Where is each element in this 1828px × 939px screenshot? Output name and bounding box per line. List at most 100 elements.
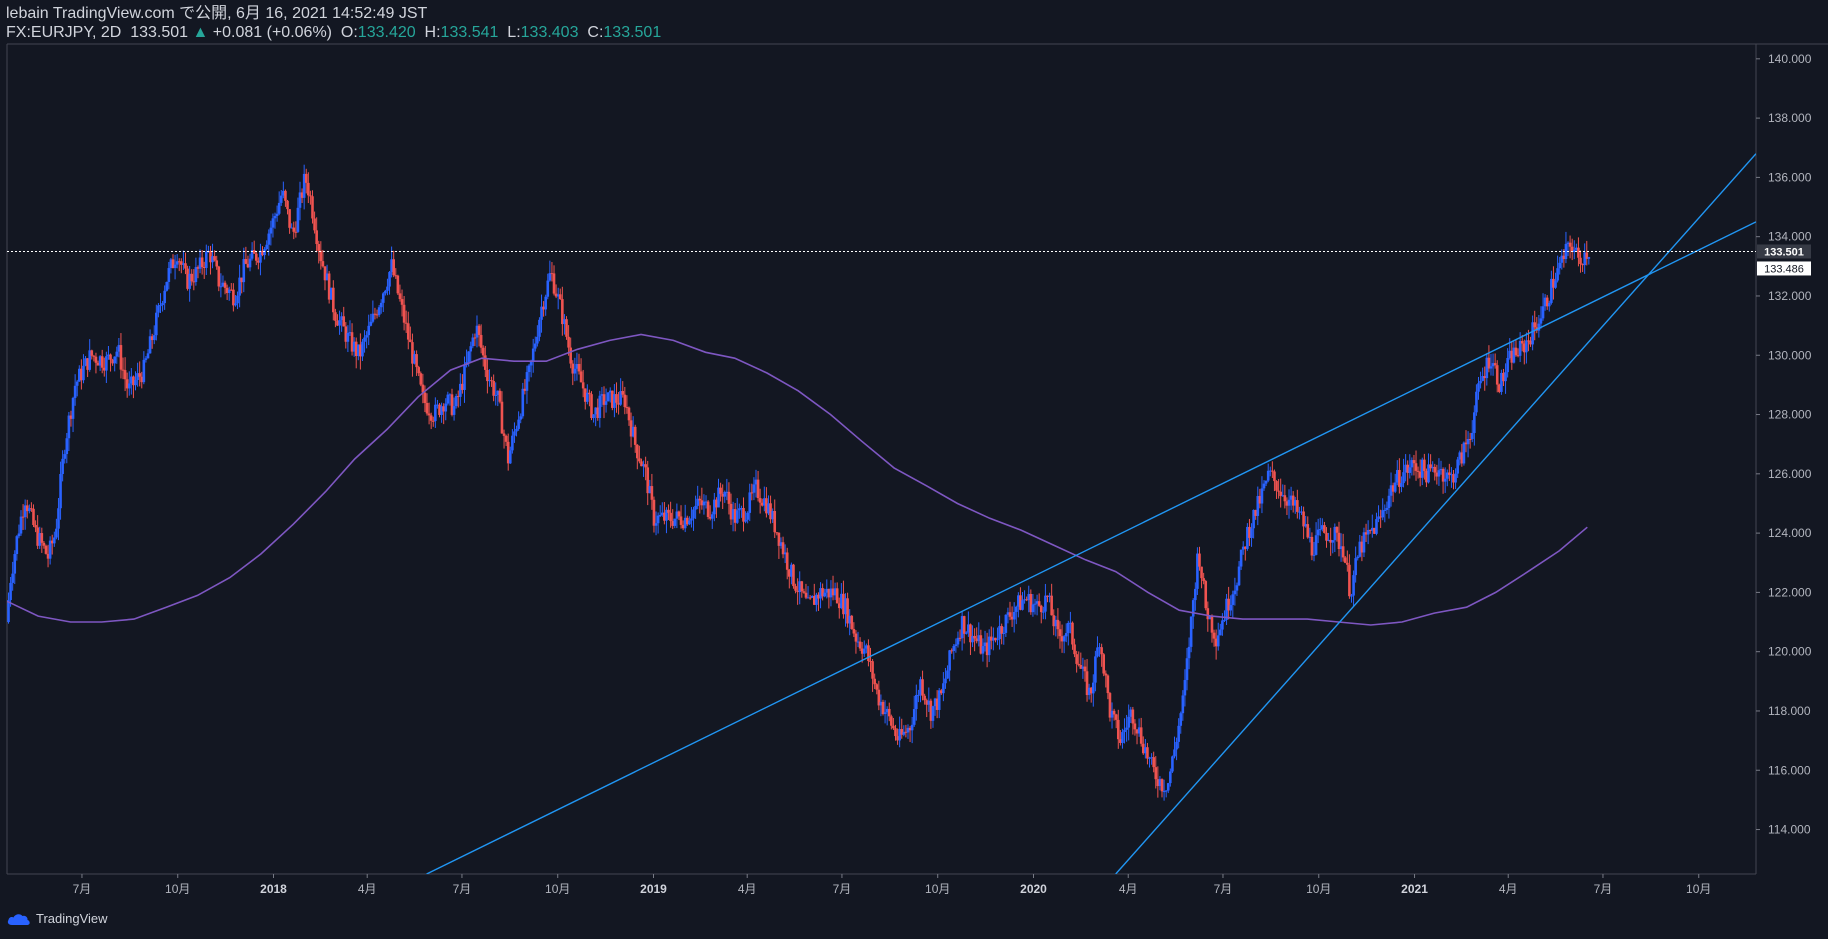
candle	[294, 221, 298, 238]
candle	[121, 357, 125, 380]
candle	[800, 580, 804, 598]
candle	[602, 386, 606, 419]
low-value: 133.403	[520, 24, 579, 41]
candle	[856, 631, 860, 648]
candle	[1308, 527, 1312, 543]
candle	[1152, 751, 1155, 773]
candle	[754, 469, 758, 498]
candle	[488, 369, 491, 387]
candle	[1587, 256, 1591, 265]
candle	[1281, 484, 1285, 497]
price-tags: 133.501 133.486	[1757, 244, 1811, 276]
candle	[679, 505, 683, 529]
candle	[523, 379, 527, 395]
candle	[1019, 587, 1022, 611]
candle	[1252, 509, 1255, 539]
candle	[229, 283, 233, 291]
candle	[879, 694, 883, 717]
candle	[1150, 753, 1153, 765]
candle	[544, 294, 547, 316]
candle	[1550, 270, 1553, 305]
candle	[796, 578, 799, 605]
candle	[1166, 782, 1170, 794]
candle	[1368, 529, 1372, 534]
candle	[896, 728, 899, 745]
tradingview-brand[interactable]: TradingView	[6, 911, 108, 926]
candle	[125, 372, 129, 398]
price-axis[interactable]: 114.000 116.000 118.000 120.000 122.000 124.0…	[1756, 52, 1812, 837]
candle	[254, 252, 258, 266]
time-tick-label: 2020	[1020, 882, 1047, 896]
candle	[1012, 602, 1016, 633]
candle	[1202, 572, 1205, 585]
candle	[396, 274, 400, 296]
candle	[165, 281, 169, 292]
candle	[232, 283, 235, 312]
candle	[32, 504, 35, 528]
candle	[1289, 486, 1293, 511]
candle	[729, 493, 733, 525]
candle	[837, 597, 841, 619]
candle	[321, 249, 325, 268]
candle	[223, 280, 227, 295]
candle	[1398, 458, 1401, 494]
candle	[823, 588, 826, 598]
candle	[1098, 643, 1101, 657]
candle	[42, 541, 46, 549]
symbol-label[interactable]: FX:EURJPY, 2D	[6, 24, 122, 41]
candle	[775, 532, 779, 536]
candle	[1162, 779, 1166, 801]
candle	[1102, 653, 1106, 677]
candle	[1237, 561, 1241, 587]
candle	[987, 629, 991, 663]
candle	[136, 362, 139, 387]
candle	[342, 306, 346, 327]
candle	[1445, 469, 1449, 487]
candle	[346, 325, 350, 353]
candle	[7, 592, 10, 624]
candle	[810, 595, 814, 599]
trendline-1[interactable]	[426, 221, 1756, 874]
candle	[1331, 539, 1335, 554]
candle	[1260, 476, 1264, 514]
candle	[444, 398, 448, 421]
candle	[490, 376, 493, 387]
candle	[1250, 523, 1253, 547]
candle	[842, 580, 845, 619]
candle	[1227, 586, 1230, 620]
candle	[1010, 606, 1014, 627]
candle	[1279, 478, 1282, 508]
candle	[1346, 550, 1349, 572]
candle	[404, 310, 408, 333]
candle	[486, 359, 489, 394]
candle	[1581, 263, 1584, 273]
candle	[1083, 659, 1087, 682]
candle	[540, 294, 543, 333]
candle	[1119, 730, 1122, 746]
candle	[423, 385, 427, 413]
candle	[1366, 520, 1370, 545]
candle	[38, 526, 42, 549]
candle	[1293, 496, 1297, 514]
candle	[1285, 497, 1289, 516]
time-axis[interactable]: 7月 10月 2018 4月 7月 10月 2019 4月 7月 10月 2020 4月 7月 10月 20…	[73, 874, 1712, 896]
candle	[1271, 461, 1274, 478]
candle	[1385, 501, 1389, 514]
candle	[527, 363, 531, 382]
candle	[1052, 609, 1056, 636]
candle	[935, 690, 939, 719]
candle	[1537, 314, 1541, 338]
candle	[94, 352, 98, 374]
candle	[925, 698, 929, 718]
candle	[900, 718, 904, 739]
candle	[1069, 611, 1072, 634]
time-tick-label: 2021	[1401, 882, 1428, 896]
candle	[1477, 376, 1480, 400]
candle	[92, 354, 96, 362]
candle	[217, 265, 221, 292]
candle	[1335, 526, 1339, 542]
trendline-2[interactable]	[1115, 153, 1756, 874]
moving-average-line[interactable]	[7, 333, 1588, 626]
price-tick-label: 138.000	[1768, 111, 1812, 125]
